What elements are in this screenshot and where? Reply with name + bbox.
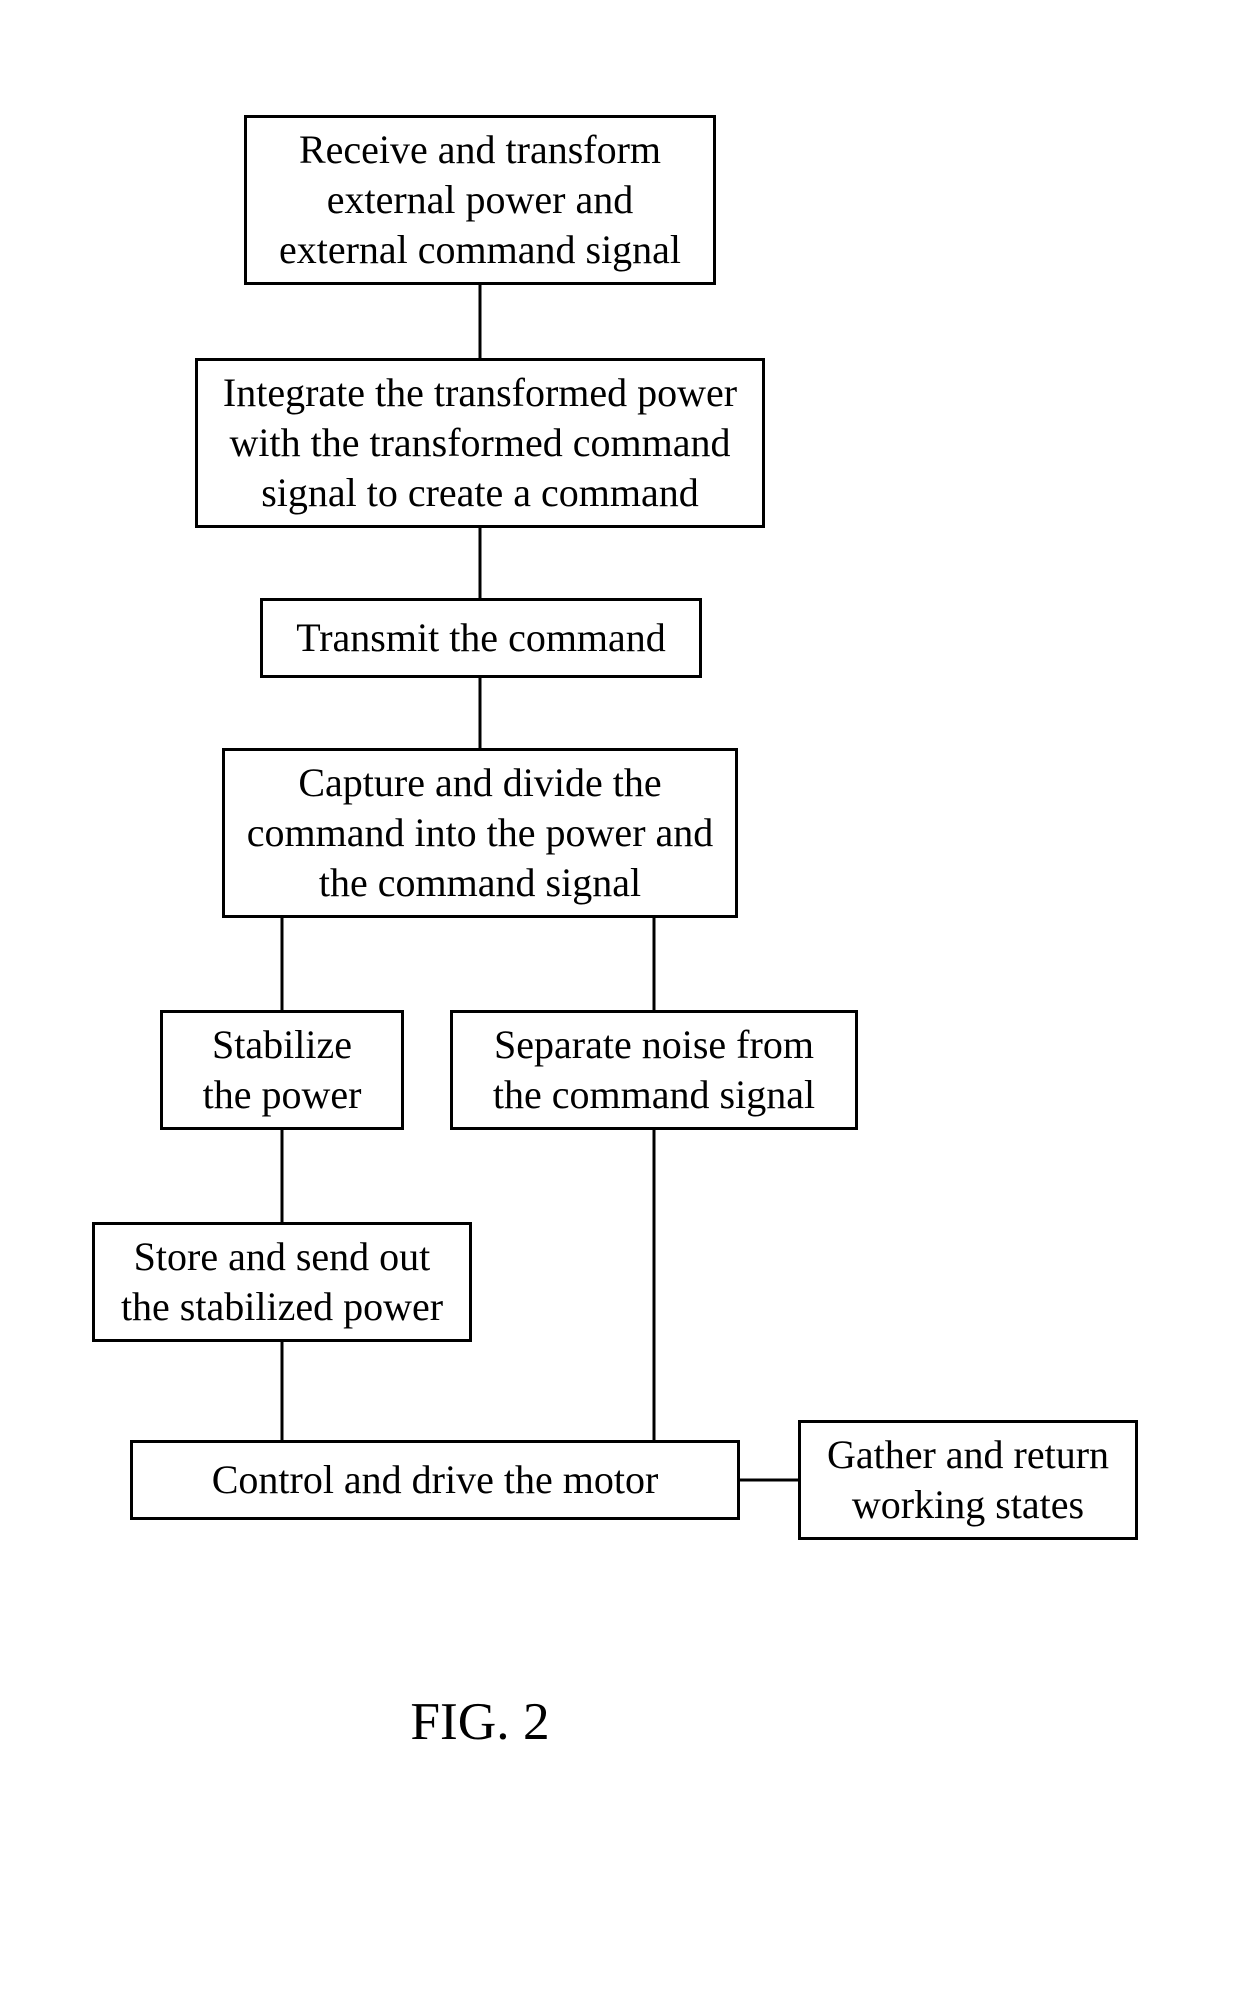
connector (277, 1342, 287, 1440)
flow-node-n4: Capture and divide thecommand into the p… (222, 748, 738, 918)
connector (649, 1130, 659, 1440)
flow-node-label: Store and send outthe stabilized power (121, 1232, 443, 1332)
flow-node-label: Control and drive the motor (212, 1455, 659, 1505)
flow-node-n2: Integrate the transformed powerwith the … (195, 358, 765, 528)
connector (277, 918, 287, 1010)
flow-node-label: Integrate the transformed powerwith the … (223, 368, 737, 518)
figure-caption: FIG. 2 (330, 1690, 630, 1752)
flow-node-label: Separate noise fromthe command signal (493, 1020, 815, 1120)
connector (649, 918, 659, 1010)
flow-node-label: Receive and transformexternal power ande… (279, 125, 681, 275)
connector (277, 1130, 287, 1222)
connector (475, 285, 485, 358)
flow-node-n9: Gather and returnworking states (798, 1420, 1138, 1540)
flow-node-n5: Stabilizethe power (160, 1010, 404, 1130)
flow-node-n7: Store and send outthe stabilized power (92, 1222, 472, 1342)
flow-node-label: Capture and divide thecommand into the p… (247, 758, 714, 908)
flow-node-label: Gather and returnworking states (827, 1430, 1109, 1530)
connector (740, 1475, 798, 1485)
flow-node-label: Stabilizethe power (203, 1020, 362, 1120)
connector (475, 528, 485, 598)
flow-node-n1: Receive and transformexternal power ande… (244, 115, 716, 285)
flow-node-label: Transmit the command (296, 613, 666, 663)
flowchart-canvas: Receive and transformexternal power ande… (0, 0, 1240, 1994)
flow-node-n6: Separate noise fromthe command signal (450, 1010, 858, 1130)
flow-node-n3: Transmit the command (260, 598, 702, 678)
connector (475, 678, 485, 748)
flow-node-n8: Control and drive the motor (130, 1440, 740, 1520)
